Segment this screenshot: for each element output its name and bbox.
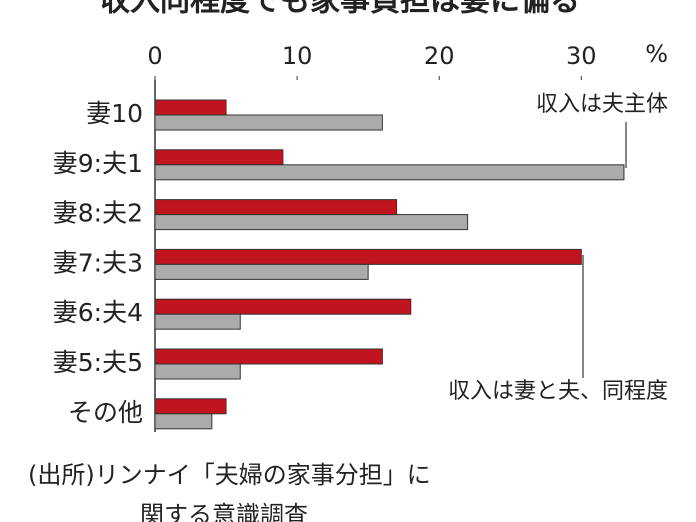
unit-label: % bbox=[645, 40, 668, 68]
source-note: 関する意識調査 bbox=[140, 501, 308, 522]
bar bbox=[154, 298, 412, 315]
bar bbox=[154, 413, 213, 430]
bar bbox=[154, 263, 369, 280]
series-annotation: 収入は妻と夫、同程度 bbox=[448, 379, 668, 404]
bar bbox=[154, 99, 227, 116]
y-tick-label: 妻5:夫5 bbox=[53, 348, 143, 377]
bar bbox=[154, 114, 383, 131]
y-tick-label: 妻9:夫1 bbox=[53, 149, 143, 178]
bar bbox=[154, 149, 284, 166]
bar bbox=[154, 164, 625, 181]
x-tick-label: 20 bbox=[424, 42, 455, 70]
y-tick-label: その他 bbox=[68, 398, 143, 427]
y-tick-label: 妻6:夫4 bbox=[53, 298, 143, 327]
bar bbox=[154, 348, 383, 365]
bar bbox=[154, 214, 469, 231]
bar bbox=[154, 363, 241, 380]
source-note: (出所)リンナイ「夫婦の家事分担」に bbox=[28, 461, 431, 489]
y-tick-label: 妻8:夫2 bbox=[53, 199, 143, 228]
bar bbox=[154, 248, 582, 265]
x-tick-label: 10 bbox=[282, 42, 313, 70]
chart-title: 収入同程度でも家事負担は妻に偏る bbox=[100, 0, 580, 19]
bar bbox=[154, 199, 398, 216]
y-tick-label: 妻10 bbox=[86, 99, 143, 128]
series-annotation: 収入は夫主体 bbox=[536, 92, 668, 117]
bar bbox=[154, 398, 227, 415]
x-tick-label: 0 bbox=[147, 42, 162, 70]
x-tick-label: 30 bbox=[566, 42, 597, 70]
bar bbox=[154, 313, 241, 330]
y-tick-label: 妻7:夫3 bbox=[53, 248, 143, 277]
